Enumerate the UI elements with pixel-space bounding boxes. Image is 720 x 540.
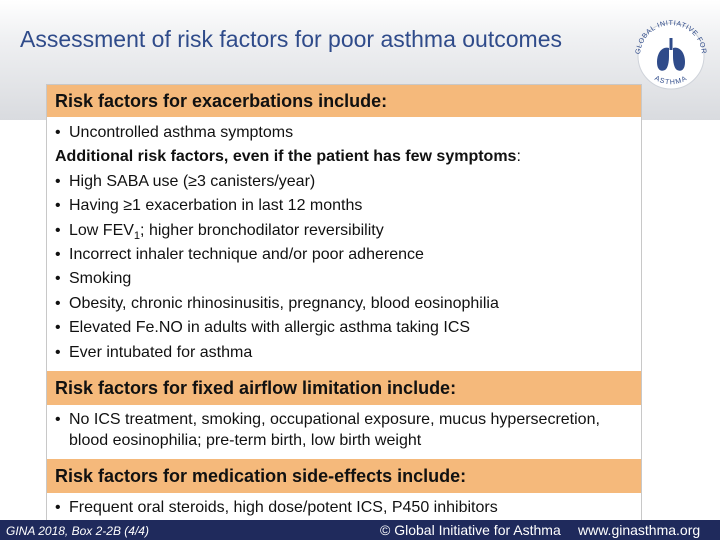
section-body-fixed-airflow: • No ICS treatment, smoking, occupational… — [47, 405, 641, 459]
list-item: • Elevated Fe.NO in adults with allergic … — [55, 319, 471, 337]
gina-logo: GLOBAL INITIATIVE FOR ASTHMA — [630, 14, 712, 92]
list-item: • High SABA use (≥3 canisters/year) — [55, 172, 316, 190]
list-item: • Smoking — [55, 270, 132, 288]
list-item-fev: • Low FEV1; higher bronchodilator reversi… — [55, 221, 384, 242]
list-item: • Uncontrolled asthma symptoms — [55, 124, 294, 141]
footer-bar: GINA 2018, Box 2-2B (4/4) © Global Initi… — [0, 520, 720, 540]
svg-text:ASTHMA: ASTHMA — [653, 75, 688, 86]
risk-factors-table: Risk factors for exacerbations include: … — [46, 84, 642, 527]
list-item: • Ever intubated for asthma — [55, 343, 253, 361]
list-item: • Having ≥1 exacerbation in last 12 month… — [55, 197, 363, 215]
footer-website: www.ginasthma.org — [578, 522, 701, 538]
list-item: • Incorrect inhaler technique and/or poor… — [55, 246, 424, 264]
logo-text-bottom: ASTHMA — [653, 75, 687, 86]
list-item: • Frequent oral steroids, high dose/poten… — [55, 499, 498, 516]
list-item: • No ICS treatment, smoking, occupational… — [55, 411, 600, 449]
slide-title: Assessment of risk factors for poor asth… — [20, 26, 562, 52]
section-header-side-effects: Risk factors for medication side-effects… — [47, 459, 641, 493]
additional-risk-heading: Additional risk factors, even if the pat… — [55, 148, 521, 166]
section-body-exacerbations: • Uncontrolled asthma symptoms Additional… — [47, 117, 641, 371]
lungs-icon — [657, 38, 685, 71]
footer-source: GINA 2018, Box 2-2B (4/4) — [6, 524, 149, 538]
footer-copyright: © Global Initiative for Asthma — [380, 522, 561, 538]
list-item: • Obesity, chronic rhinosinusitis, pregna… — [55, 294, 499, 312]
section-header-exacerbations: Risk factors for exacerbations include: — [47, 85, 641, 117]
section-header-fixed-airflow: Risk factors for fixed airflow limitatio… — [47, 371, 641, 405]
